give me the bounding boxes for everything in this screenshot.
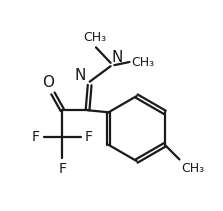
Text: CH₃: CH₃ bbox=[182, 162, 205, 174]
Text: O: O bbox=[42, 75, 54, 90]
Text: N: N bbox=[112, 50, 123, 65]
Text: F: F bbox=[32, 130, 40, 145]
Text: F: F bbox=[58, 162, 66, 176]
Text: CH₃: CH₃ bbox=[83, 31, 106, 44]
Text: F: F bbox=[85, 130, 93, 145]
Text: CH₃: CH₃ bbox=[131, 55, 154, 69]
Text: N: N bbox=[74, 68, 85, 83]
